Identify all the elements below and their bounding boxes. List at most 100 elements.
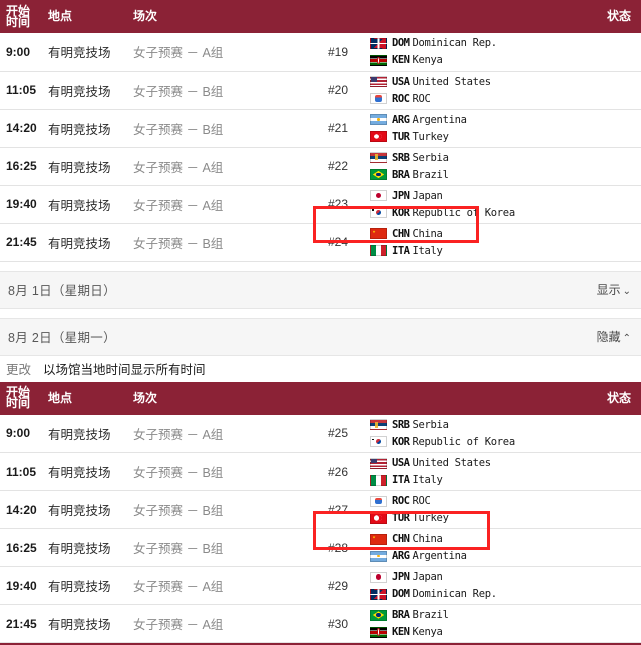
column-header-venue: 地点 (48, 9, 73, 23)
flag-icon-ita (370, 474, 387, 486)
team-noc-code: USA (392, 457, 410, 469)
flag-icon-chn (370, 228, 387, 239)
date-label-august-2: 8月 2日（星期一） (8, 331, 116, 345)
match-venue: 有明竞技场 (48, 46, 111, 61)
match-start-time: 16:25 (6, 159, 37, 173)
flag-icon-ken (370, 626, 387, 638)
match-number: #21 (328, 121, 349, 135)
team-noc-code: CHN (392, 533, 410, 545)
date-bar-august-1[interactable]: 8月 1日（星期日） 显示 ⌄ (0, 270, 641, 309)
match-teams-cell: #22 SRB Serbia BRA Brazil (312, 147, 552, 185)
start-time-line2: 时间 (6, 14, 31, 29)
match-teams-cell: #30 BRA Brazil KEN Kenya (312, 605, 552, 643)
match-status (552, 223, 641, 261)
table-row[interactable]: 14:20 有明竞技场 女子预赛 － B组 #27 ROC ROC TUR Turkey (0, 490, 641, 529)
match-number: #24 (328, 235, 349, 249)
column-header-spacer (312, 0, 552, 33)
team-entry: DOM Dominican Rep. (370, 35, 497, 51)
team-entry: ARG Argentina (370, 548, 467, 564)
match-teams-cell: #21 ARG Argentina TUR Turkey (312, 109, 552, 147)
table-row[interactable]: 9:00 有明竞技场 女子预赛 － A组 #19 DOM Dominican Rep. KE… (0, 33, 641, 71)
team-entry: SRB Serbia (370, 417, 515, 433)
table-row[interactable]: 16:25 有明竞技场 女子预赛 － B组 #28 CHN China ARG Argenti… (0, 528, 641, 567)
team-name: Republic of Korea (412, 435, 515, 448)
match-number: #29 (328, 578, 349, 593)
team-entry: CHN China (370, 531, 467, 547)
match-teams-cell: #26 USA United States ITA Italy (312, 453, 552, 491)
column-header-status: 状态 (606, 390, 631, 405)
team-list: DOM Dominican Rep. KEN Kenya (370, 34, 497, 69)
match-teams-cell: #25 SRB Serbia KOR Republic of Korea (312, 415, 552, 453)
team-name: Republic of Korea (412, 206, 515, 219)
change-timezone-link[interactable]: 更改 (6, 363, 32, 377)
team-name: China (412, 227, 443, 240)
team-entry: TUR Turkey (370, 129, 467, 145)
flag-icon-jpn (370, 190, 387, 201)
team-noc-code: KOR (392, 435, 410, 448)
team-entry: USA United States (370, 74, 491, 90)
match-number: #19 (328, 44, 349, 59)
team-name: United States (412, 75, 491, 88)
match-session: 女子预赛 － A组 (133, 618, 224, 632)
team-list: ROC ROC TUR Turkey (370, 492, 449, 527)
match-venue: 有明竞技场 (48, 504, 111, 518)
team-noc-code: KEN (392, 54, 410, 67)
start-time-line2: 时间 (6, 396, 31, 410)
match-start-time: 9:00 (6, 426, 31, 441)
match-status (552, 491, 641, 529)
match-start-time: 16:25 (6, 540, 37, 555)
table-row[interactable]: 11:05 有明竞技场 女子预赛 － B组 #26 USA United States IT… (0, 452, 641, 491)
hide-toggle-august-2[interactable]: 隐藏 ⌃ (597, 328, 631, 345)
table-row[interactable]: 19:40 有明竞技场 女子预赛 － A组 #29 JPN Japan DOM Dominic… (0, 566, 641, 605)
team-noc-code: DOM (392, 588, 410, 600)
team-entry: USA United States (370, 455, 491, 471)
flag-icon-usa (370, 76, 387, 87)
show-toggle-august-1[interactable]: 显示 ⌄ (597, 281, 631, 298)
match-session: 女子预赛 － B组 (133, 466, 224, 480)
table-row[interactable]: 21:45 有明竞技场 女子预赛 － B组 #24 CHN China ITA Italy (0, 223, 641, 261)
team-list: USA United States ITA Italy (370, 454, 491, 489)
match-teams-cell: #19 DOM Dominican Rep. KEN Kenya (312, 33, 552, 71)
flag-icon-jpn (370, 571, 387, 583)
show-toggle-label: 显示 (596, 283, 621, 297)
team-entry: KOR Republic of Korea (370, 434, 515, 450)
flag-icon-roc (370, 495, 387, 507)
team-list: BRA Brazil KEN Kenya (370, 606, 449, 641)
team-noc-code: BRA (392, 609, 410, 621)
flag-icon-ita (370, 245, 387, 256)
flag-icon-bra (370, 169, 387, 180)
team-noc-code: JPN (392, 571, 410, 583)
table-row[interactable]: 9:00 有明竞技场 女子预赛 － A组 #25 SRB Serbia KOR Republi… (0, 414, 641, 453)
table-row[interactable]: 14:20 有明竞技场 女子预赛 － B组 #21 ARG Argentina TUR Tur… (0, 109, 641, 147)
team-noc-code: ITA (392, 474, 410, 486)
match-session: 女子预赛 － B组 (133, 542, 224, 556)
match-session: 女子预赛 － B组 (133, 122, 224, 137)
table-row[interactable]: 19:40 有明竞技场 女子预赛 － A组 #23 JPN Japan KOR Republi… (0, 185, 641, 223)
table-row[interactable]: 16:25 有明竞技场 女子预赛 － A组 #22 SRB Serbia BRA Brazil (0, 147, 641, 185)
match-number: #23 (328, 197, 349, 211)
column-header-spacer (312, 382, 552, 415)
team-list: SRB Serbia BRA Brazil (370, 149, 449, 184)
team-noc-code: ITA (392, 244, 410, 257)
date-bar-august-2[interactable]: 8月 2日（星期一） 隐藏 ⌃ (0, 317, 641, 356)
match-session: 女子预赛 － B组 (133, 504, 224, 518)
match-venue: 有明竞技场 (48, 160, 111, 175)
match-status (552, 33, 641, 71)
team-noc-code: DOM (392, 37, 410, 50)
chevron-down-icon: ⌄ (622, 286, 631, 297)
match-status (552, 567, 641, 605)
team-noc-code: SRB (392, 151, 410, 164)
match-status (552, 71, 641, 109)
team-name: Italy (412, 474, 443, 486)
timezone-description: 以场馆当地时间显示所有时间 (43, 363, 206, 377)
table-row[interactable]: 11:05 有明竞技场 女子预赛 － B组 #20 USA United States RO… (0, 71, 641, 109)
match-status (552, 185, 641, 223)
schedule-body-day1: 9:00 有明竞技场 女子预赛 － A组 #19 DOM Dominican Rep. KE… (0, 33, 641, 261)
team-entry: ITA Italy (370, 472, 491, 488)
team-noc-code: KEN (392, 626, 410, 638)
match-teams-cell: #27 ROC ROC TUR Turkey (312, 491, 552, 529)
flag-icon-chn (370, 533, 387, 545)
table-row[interactable]: 21:45 有明竞技场 女子预赛 － A组 #30 BRA Brazil KEN Kenya (0, 604, 641, 643)
team-list: CHN China ITA Italy (370, 225, 443, 260)
match-session: 女子预赛 － A组 (133, 46, 224, 61)
